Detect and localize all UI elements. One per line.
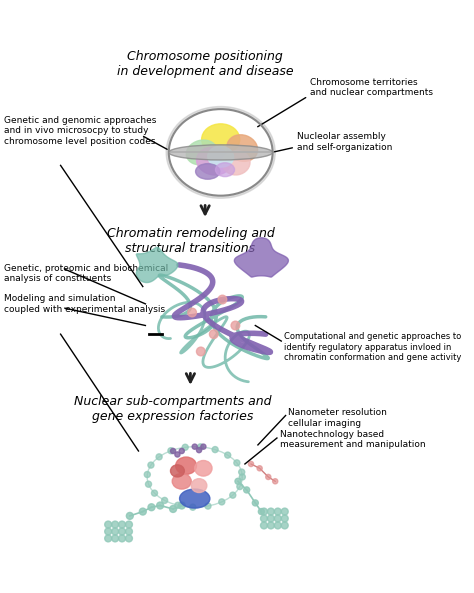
Circle shape (201, 444, 206, 449)
Circle shape (175, 452, 180, 457)
Circle shape (118, 528, 126, 535)
Circle shape (218, 295, 227, 304)
Ellipse shape (196, 164, 220, 179)
Text: Chromatin remodeling and
structural transitions: Chromatin remodeling and structural tran… (107, 227, 274, 255)
Circle shape (146, 481, 152, 487)
Ellipse shape (172, 473, 191, 489)
Circle shape (212, 447, 218, 452)
Text: Modeling and simulation
coupled with experimental analysis: Modeling and simulation coupled with exp… (4, 294, 165, 314)
Circle shape (188, 308, 196, 317)
Circle shape (178, 502, 185, 509)
Circle shape (261, 522, 267, 529)
Circle shape (281, 515, 288, 522)
Circle shape (170, 505, 176, 512)
Circle shape (267, 508, 274, 515)
Circle shape (252, 500, 258, 506)
Ellipse shape (227, 135, 258, 161)
Text: Genetic, proteomic and biochemical
analysis of constituents: Genetic, proteomic and biochemical analy… (4, 264, 169, 283)
Ellipse shape (171, 465, 184, 477)
Circle shape (230, 492, 236, 498)
Circle shape (274, 508, 281, 515)
Ellipse shape (195, 461, 212, 476)
Circle shape (235, 478, 241, 484)
Circle shape (190, 504, 196, 510)
Ellipse shape (197, 147, 231, 175)
Circle shape (281, 508, 288, 515)
Ellipse shape (201, 124, 240, 155)
Circle shape (192, 444, 197, 449)
Circle shape (144, 471, 150, 477)
Circle shape (274, 522, 281, 529)
Text: Computational and genetic approaches to
identify regulatory apparatus invloed in: Computational and genetic approaches to … (284, 332, 461, 362)
Circle shape (219, 499, 225, 505)
Text: Nuclear sub-compartments and
gene expression factories: Nuclear sub-compartments and gene expres… (74, 395, 272, 423)
Circle shape (127, 512, 133, 519)
Text: Nanometer resolution
cellular imaging: Nanometer resolution cellular imaging (288, 409, 387, 428)
Circle shape (258, 509, 264, 515)
Circle shape (148, 462, 154, 468)
Circle shape (239, 469, 245, 475)
Circle shape (156, 454, 162, 460)
Circle shape (162, 498, 168, 503)
Ellipse shape (169, 145, 273, 160)
Circle shape (234, 460, 240, 466)
Ellipse shape (186, 140, 217, 165)
Ellipse shape (176, 457, 196, 474)
Circle shape (105, 535, 112, 542)
Circle shape (182, 444, 188, 450)
Circle shape (196, 448, 201, 452)
Circle shape (105, 528, 112, 535)
Polygon shape (137, 247, 178, 283)
Circle shape (139, 508, 146, 515)
Text: Chromosome territories
and nuclear compartments: Chromosome territories and nuclear compa… (310, 78, 433, 97)
Circle shape (274, 515, 281, 522)
Circle shape (237, 483, 243, 490)
Circle shape (105, 521, 112, 528)
Circle shape (244, 487, 250, 493)
Circle shape (231, 321, 240, 330)
Circle shape (248, 461, 254, 467)
Circle shape (168, 448, 174, 454)
Circle shape (281, 522, 288, 529)
Circle shape (148, 504, 155, 511)
Circle shape (267, 522, 274, 529)
Circle shape (198, 444, 203, 450)
Circle shape (267, 515, 274, 522)
Circle shape (239, 474, 246, 480)
Circle shape (126, 521, 132, 528)
Text: Nanotechnology based
measurement and manipulation: Nanotechnology based measurement and man… (280, 430, 425, 449)
Circle shape (112, 535, 118, 542)
Ellipse shape (191, 479, 207, 493)
Circle shape (257, 466, 262, 471)
Circle shape (156, 502, 164, 509)
Circle shape (225, 452, 231, 458)
Circle shape (126, 535, 132, 542)
Circle shape (266, 474, 271, 480)
Text: Genetic and genomic approaches
and in vivo microsocpy to study
chromosome level : Genetic and genomic approaches and in vi… (4, 116, 157, 146)
Circle shape (171, 448, 176, 454)
Circle shape (112, 521, 118, 528)
Ellipse shape (208, 146, 234, 167)
Text: Chromosome positioning
in development and disease: Chromosome positioning in development an… (117, 50, 293, 78)
Circle shape (152, 490, 157, 496)
Ellipse shape (166, 107, 275, 198)
Ellipse shape (169, 109, 273, 196)
Circle shape (126, 528, 132, 535)
Text: Nucleolar assembly
and self-organization: Nucleolar assembly and self-organization (297, 132, 392, 152)
Circle shape (179, 448, 184, 454)
Ellipse shape (216, 163, 235, 177)
Circle shape (210, 330, 218, 339)
Circle shape (196, 347, 205, 356)
Circle shape (261, 508, 267, 515)
Polygon shape (234, 238, 288, 277)
Circle shape (112, 528, 118, 535)
Circle shape (205, 503, 211, 509)
Circle shape (175, 502, 181, 508)
Ellipse shape (180, 489, 210, 508)
Circle shape (118, 521, 126, 528)
Circle shape (118, 535, 126, 542)
Circle shape (273, 479, 278, 484)
Circle shape (261, 515, 267, 522)
Ellipse shape (222, 151, 250, 175)
